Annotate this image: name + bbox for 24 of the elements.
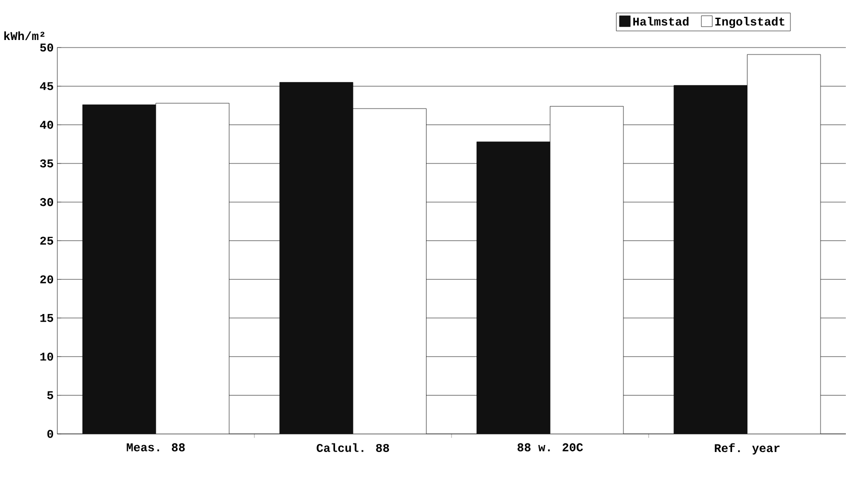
- bar: [476, 141, 550, 434]
- y-tick-label: 15: [40, 314, 54, 322]
- y-tick-label: 35: [40, 159, 54, 168]
- y-tick-label: 40: [40, 120, 54, 129]
- bar: [352, 108, 426, 434]
- bar: [279, 82, 354, 434]
- y-tick-label: 10: [40, 352, 54, 360]
- bar: [82, 104, 156, 434]
- y-tick-label: 30: [40, 198, 54, 206]
- x-tick-label: Ref. year: [714, 443, 780, 454]
- legend-label: Halmstad: [633, 16, 689, 26]
- text: Ingolstadt: [715, 16, 784, 28]
- y-tick-label: 50: [40, 43, 54, 52]
- y-axis-title: kWh/m²: [4, 31, 44, 40]
- y-tick-label: 20: [40, 275, 54, 284]
- y-tick-label: 45: [40, 82, 54, 90]
- y-tick-label: 25: [40, 236, 54, 244]
- x-tick-label: 88 w. 20C: [518, 443, 583, 452]
- x-tick-label: Meas. 88: [126, 443, 185, 452]
- y-tick-label: 5: [47, 391, 54, 399]
- bar: [156, 102, 230, 434]
- x-tick-label: Calcul. 88: [316, 443, 390, 452]
- y-tick-label: 0: [47, 430, 54, 438]
- bar: [674, 84, 748, 434]
